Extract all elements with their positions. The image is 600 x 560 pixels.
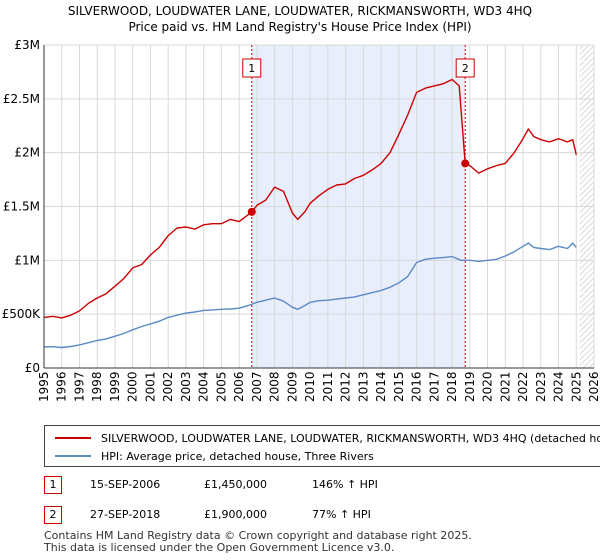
sale-price: £1,450,000 (204, 478, 267, 491)
x-tick-label: 2015 (392, 371, 406, 402)
x-tick-label: 2008 (268, 371, 282, 402)
legend-label-hpi: HPI: Average price, detached house, Thre… (101, 449, 374, 463)
x-tick-label: 2026 (587, 371, 600, 402)
property-series-line (43, 78, 577, 319)
x-tick-label: 2025 (569, 371, 583, 402)
x-tick-label: 1995 (37, 371, 51, 402)
x-tick-label: 2021 (498, 371, 512, 402)
x-tick-label: 2011 (321, 371, 335, 402)
sale-point (461, 159, 470, 168)
x-tick-label: 2005 (214, 371, 228, 402)
sale-marker-box (455, 58, 475, 78)
sale-row: 2 27-SEP-2018 £1,900,000 77% ↑ HPI (44, 504, 600, 528)
sale-hpi-change: 146% ↑ HPI (312, 478, 378, 491)
sale-marker-box (242, 58, 262, 78)
x-tick-label: 2022 (516, 371, 530, 402)
chart-subtitle: Price paid vs. HM Land Registry's House … (128, 20, 471, 34)
sale-date: 27-SEP-2018 (90, 508, 161, 521)
sale-marker-label: 2 (462, 62, 469, 75)
x-tick-label: 2007 (250, 371, 264, 402)
x-tick-label: 2018 (445, 371, 459, 402)
sale-marker: 2 (44, 506, 62, 524)
x-tick-label: 2013 (356, 371, 370, 402)
x-tick-label: 2012 (339, 371, 353, 402)
sale-marker: 1 (44, 476, 62, 494)
footer-copyright: Contains HM Land Registry data © Crown c… (44, 529, 472, 542)
y-tick-label: £1.5M (3, 200, 40, 214)
x-tick-label: 2014 (374, 371, 388, 402)
sale-date: 15-SEP-2006 (90, 478, 161, 491)
footer: Contains HM Land Registry data © Crown c… (44, 530, 472, 554)
x-tick-label: 2019 (463, 371, 477, 402)
sale-hpi-change: 77% ↑ HPI (312, 508, 371, 521)
x-tick-label: 2004 (197, 371, 211, 402)
x-tick-label: 1996 (55, 371, 69, 402)
sale-marker-label: 1 (248, 62, 255, 75)
x-tick-label: 2023 (534, 371, 548, 402)
x-tick-label: 2020 (481, 371, 495, 402)
x-tick-label: 1999 (108, 371, 122, 402)
legend-item-property: SILVERWOOD, LOUDWATER LANE, LOUDWATER, R… (55, 429, 600, 447)
legend: SILVERWOOD, LOUDWATER LANE, LOUDWATER, R… (44, 425, 600, 467)
sale-row: 1 15-SEP-2006 £1,450,000 146% ↑ HPI (44, 474, 600, 498)
chart-title: SILVERWOOD, LOUDWATER LANE, LOUDWATER, R… (68, 4, 532, 18)
x-tick-label: 2009 (285, 371, 299, 402)
y-tick-label: £3M (14, 38, 40, 52)
x-tick-label: 2006 (232, 371, 246, 402)
x-tick-label: 1997 (72, 371, 86, 402)
y-tick-label: £2M (14, 146, 40, 160)
x-tick-label: 2002 (161, 371, 175, 402)
legend-swatch-hpi (55, 455, 91, 457)
x-tick-label: 2001 (143, 371, 157, 402)
x-tick-label: 2010 (303, 371, 317, 402)
x-tick-label: 2003 (179, 371, 193, 402)
x-tick-label: 2016 (410, 371, 424, 402)
legend-item-hpi: HPI: Average price, detached house, Thre… (55, 447, 374, 465)
y-tick-label: £1M (14, 253, 40, 267)
sale-price: £1,900,000 (204, 508, 267, 521)
sale-point (247, 207, 256, 216)
legend-swatch-property (55, 437, 91, 439)
x-tick-label: 2017 (427, 371, 441, 402)
y-tick-label: £0 (25, 361, 40, 375)
x-tick-label: 1998 (90, 371, 104, 402)
y-tick-label: £2.5M (3, 92, 40, 106)
footer-licence: This data is licensed under the Open Gov… (44, 541, 395, 554)
x-tick-label: 2000 (126, 371, 140, 402)
x-tick-label: 2024 (552, 371, 566, 402)
y-tick-label: £500K (2, 307, 42, 321)
legend-label-property: SILVERWOOD, LOUDWATER LANE, LOUDWATER, R… (101, 431, 600, 445)
hpi-series-line (43, 242, 577, 349)
